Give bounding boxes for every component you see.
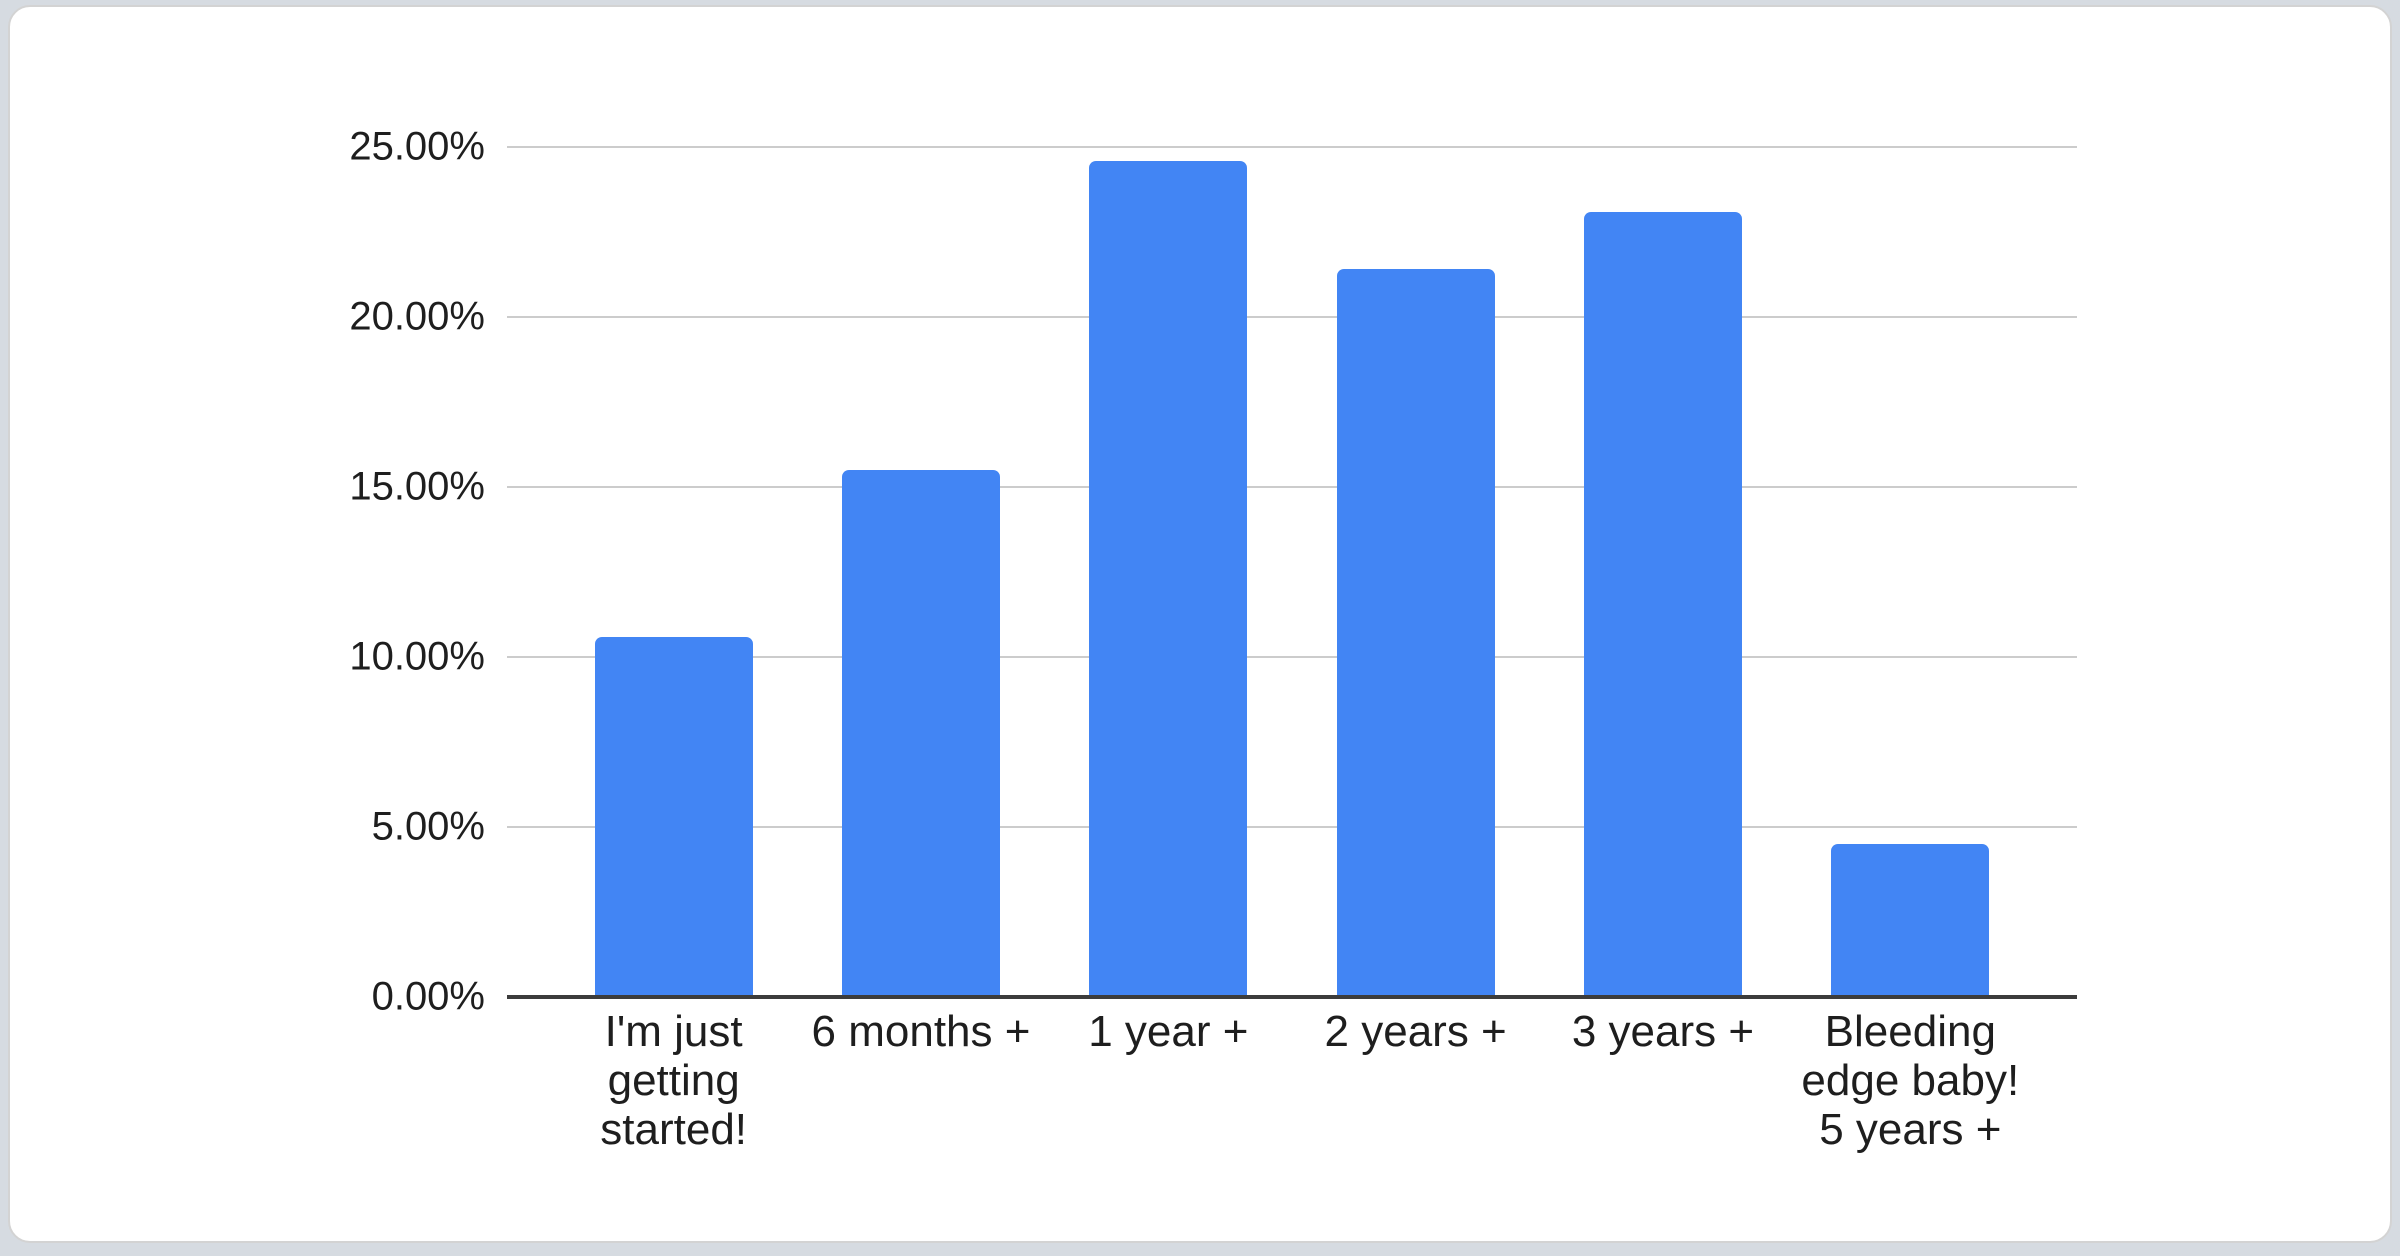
x-label-slot: I'm just getting started! — [550, 1007, 797, 1154]
y-axis-tick-label: 5.00% — [371, 804, 485, 849]
x-axis-tick-label: 3 years + — [1571, 1007, 1755, 1056]
x-axis-labels: I'm just getting started! 6 months + 1 yea… — [550, 1007, 2034, 1154]
x-axis-line — [507, 995, 2077, 999]
x-axis-tick-label: 1 year + — [1088, 1007, 1249, 1056]
bar-slot — [1292, 147, 1539, 997]
bar-4[interactable] — [1336, 269, 1495, 997]
bar-slot — [1539, 147, 1786, 997]
bars-row — [550, 147, 2034, 997]
bar-slot — [550, 147, 797, 997]
bar-3[interactable] — [1089, 160, 1248, 997]
gridline — [507, 826, 2077, 828]
gridline — [507, 316, 2077, 318]
chart-card: 25.00% 20.00% 15.00% 10.00% 5.00% 0.00% I'm j… — [8, 5, 2392, 1243]
bar-1[interactable] — [594, 636, 753, 997]
y-axis-tick-label: 25.00% — [349, 124, 485, 169]
x-label-slot: 3 years + — [1539, 1007, 1786, 1154]
bar-slot — [797, 147, 1044, 997]
y-axis-tick-label: 10.00% — [349, 634, 485, 679]
bar-slot — [1787, 147, 2034, 997]
y-axis-tick-label: 0.00% — [371, 974, 485, 1019]
y-axis-labels: 25.00% 20.00% 15.00% 10.00% 5.00% 0.00% — [10, 125, 485, 1019]
x-axis-tick-label: 6 months + — [811, 1007, 1031, 1056]
gridline — [507, 656, 2077, 658]
x-axis-tick-label: 2 years + — [1324, 1007, 1507, 1056]
x-axis-tick-label: I'm just getting started! — [600, 1007, 748, 1154]
gridline — [507, 146, 2077, 148]
plot-area — [507, 146, 2077, 999]
x-label-slot: 6 months + — [797, 1007, 1044, 1154]
bar-2[interactable] — [841, 470, 1000, 997]
x-axis-tick-label: Bleeding edge baby! 5 years + — [1801, 1007, 2020, 1154]
bar-5[interactable] — [1583, 211, 1742, 997]
y-axis-tick-label: 20.00% — [349, 294, 485, 339]
y-axis-tick-label: 15.00% — [349, 464, 485, 509]
x-label-slot: 1 year + — [1045, 1007, 1292, 1154]
x-label-slot: 2 years + — [1292, 1007, 1539, 1154]
x-label-slot: Bleeding edge baby! 5 years + — [1787, 1007, 2034, 1154]
bar-6[interactable] — [1831, 844, 1990, 997]
bar-slot — [1045, 147, 1292, 997]
gridline — [507, 486, 2077, 488]
